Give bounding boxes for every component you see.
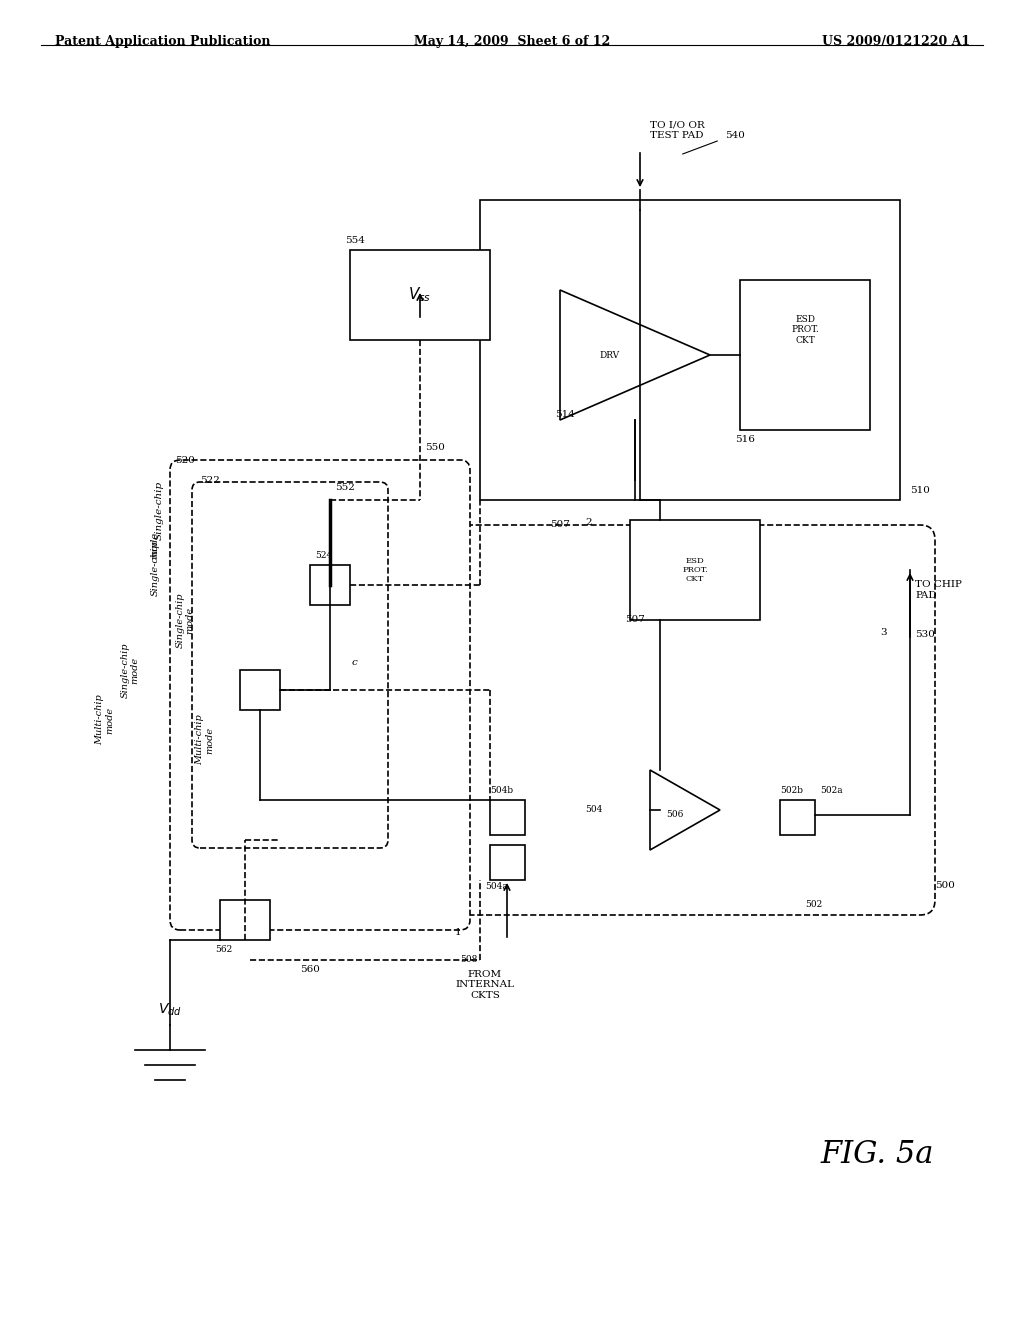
Bar bbox=[310, 565, 350, 605]
Text: 502a: 502a bbox=[820, 785, 843, 795]
Text: 507: 507 bbox=[625, 615, 645, 624]
FancyBboxPatch shape bbox=[170, 459, 470, 931]
Text: 520: 520 bbox=[175, 455, 195, 465]
Text: Single-chip
mode: Single-chip mode bbox=[175, 593, 195, 648]
Bar bbox=[630, 520, 760, 620]
Text: 562: 562 bbox=[215, 945, 232, 954]
Text: 502b: 502b bbox=[780, 785, 803, 795]
Text: 2: 2 bbox=[585, 517, 592, 527]
Bar bbox=[490, 845, 525, 880]
Text: 550: 550 bbox=[425, 444, 444, 451]
Text: May 14, 2009  Sheet 6 of 12: May 14, 2009 Sheet 6 of 12 bbox=[414, 36, 610, 48]
Text: Multi-chip
mode: Multi-chip mode bbox=[95, 694, 115, 746]
Text: 508: 508 bbox=[460, 954, 477, 964]
Text: 504: 504 bbox=[585, 805, 602, 814]
Text: TO I/O OR
TEST PAD: TO I/O OR TEST PAD bbox=[650, 120, 705, 140]
Bar bbox=[350, 249, 490, 341]
Text: DRV: DRV bbox=[600, 351, 621, 359]
Text: 514: 514 bbox=[555, 411, 574, 418]
FancyBboxPatch shape bbox=[193, 482, 388, 847]
Text: 502: 502 bbox=[805, 900, 822, 909]
Text: 552: 552 bbox=[335, 483, 355, 492]
Text: Multi-chip
mode: Multi-chip mode bbox=[196, 714, 215, 766]
Text: 530: 530 bbox=[915, 630, 935, 639]
Bar bbox=[740, 280, 870, 430]
Polygon shape bbox=[650, 770, 720, 850]
Text: FROM
INTERNAL
CKTS: FROM INTERNAL CKTS bbox=[456, 970, 514, 999]
Text: c: c bbox=[352, 657, 357, 667]
Text: Patent Application Publication: Patent Application Publication bbox=[55, 36, 270, 48]
Text: 1: 1 bbox=[455, 928, 462, 937]
Text: 540: 540 bbox=[725, 131, 744, 140]
Text: 504b: 504b bbox=[490, 785, 513, 795]
Text: 506: 506 bbox=[667, 810, 684, 818]
Text: 500: 500 bbox=[935, 880, 954, 890]
Text: ESD
PROT.
CKT: ESD PROT. CKT bbox=[682, 557, 708, 583]
Text: 510: 510 bbox=[910, 486, 930, 495]
Text: FIG. 5a: FIG. 5a bbox=[820, 1139, 933, 1170]
Text: $V_{ss}$: $V_{ss}$ bbox=[409, 285, 432, 305]
Polygon shape bbox=[560, 290, 710, 420]
FancyBboxPatch shape bbox=[365, 525, 935, 915]
Bar bbox=[780, 800, 815, 836]
Text: Single-chip
mode: Single-chip mode bbox=[120, 643, 139, 698]
Text: US 2009/0121220 A1: US 2009/0121220 A1 bbox=[822, 36, 970, 48]
Text: 3: 3 bbox=[880, 628, 887, 638]
Text: 504a: 504a bbox=[485, 882, 508, 891]
Text: 554: 554 bbox=[345, 236, 365, 246]
Bar bbox=[220, 900, 270, 940]
Text: Single-chip: Single-chip bbox=[151, 540, 160, 595]
Text: ESD
PROT.
CKT: ESD PROT. CKT bbox=[792, 315, 819, 345]
Text: $V_{dd}$: $V_{dd}$ bbox=[158, 1002, 182, 1018]
Text: 560: 560 bbox=[300, 965, 319, 974]
Text: Single-chip: Single-chip bbox=[155, 480, 164, 540]
Text: 524: 524 bbox=[315, 550, 332, 560]
Bar bbox=[480, 201, 900, 500]
Bar bbox=[490, 800, 525, 836]
Text: 507: 507 bbox=[550, 520, 570, 529]
Text: 516: 516 bbox=[735, 436, 755, 444]
Bar bbox=[240, 671, 280, 710]
Text: mode: mode bbox=[151, 532, 160, 558]
Text: 522: 522 bbox=[200, 477, 220, 484]
Text: TO CHIP
PAD: TO CHIP PAD bbox=[915, 581, 962, 599]
